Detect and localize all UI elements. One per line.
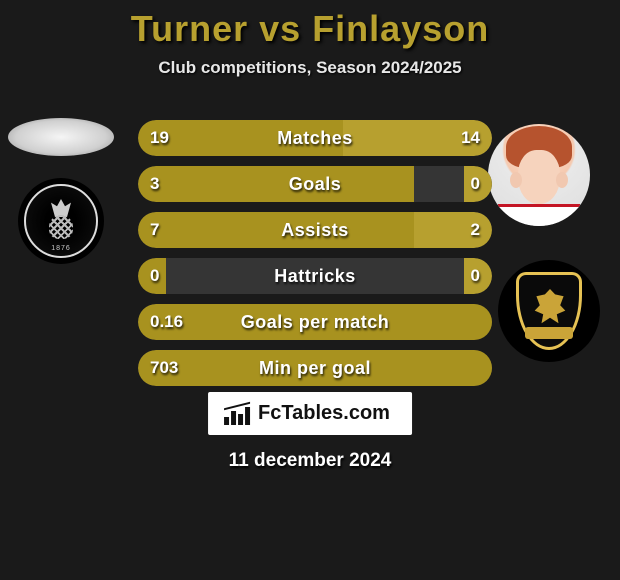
stat-label: Assists [138,212,492,248]
player-left-name: Turner [131,8,248,49]
club-right-badge [498,260,600,362]
club-left-year: 1876 [26,245,96,252]
page-title: Turner vs Finlayson [0,0,620,50]
stat-value-right: 0 [471,166,480,202]
comparison-card: Turner vs Finlayson Club competitions, S… [0,0,620,580]
thistle-icon [41,199,81,243]
stat-row-assists: 7 Assists 2 [138,212,492,248]
club-left-badge-inner: 1876 [24,184,98,258]
stat-value-right: 14 [461,120,480,156]
player-left-avatar [8,118,114,156]
stat-row-hattricks: 0 Hattricks 0 [138,258,492,294]
stat-label: Matches [138,120,492,156]
player-right-avatar [488,124,590,226]
stat-label: Goals per match [138,304,492,340]
stat-row-min-per-goal: 703 Min per goal [138,350,492,386]
brand-badge: FcTables.com [208,392,412,435]
stat-label: Min per goal [138,350,492,386]
chart-icon [224,403,250,425]
date-text: 11 december 2024 [0,450,620,472]
stat-label: Goals [138,166,492,202]
stat-row-matches: 19 Matches 14 [138,120,492,156]
stat-row-goals: 3 Goals 0 [138,166,492,202]
stats-area: 19 Matches 14 3 Goals 0 7 Assists 2 0 Ha… [138,120,492,396]
stat-value-right: 2 [471,212,480,248]
club-left-badge: 1876 [18,178,104,264]
stat-label: Hattricks [138,258,492,294]
vs-text: vs [259,8,301,49]
brand-text: FcTables.com [258,402,390,425]
player-right-name: Finlayson [312,8,489,49]
shield-icon [516,272,582,350]
stat-value-right: 0 [471,258,480,294]
subtitle: Club competitions, Season 2024/2025 [0,58,620,78]
stat-row-goals-per-match: 0.16 Goals per match [138,304,492,340]
